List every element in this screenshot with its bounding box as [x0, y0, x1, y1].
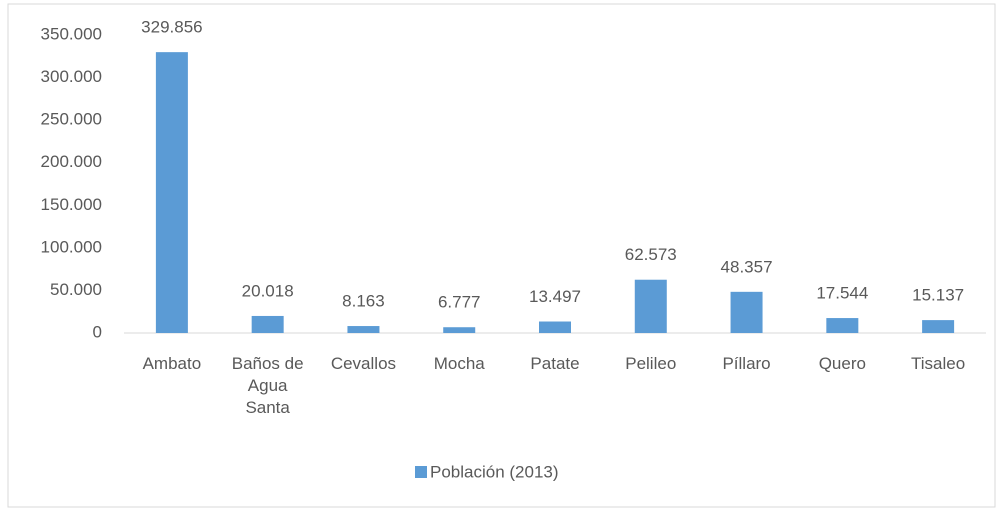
x-tick-label: Patate [530, 354, 580, 373]
bar [443, 327, 476, 333]
x-tick-label: Mocha [433, 354, 485, 373]
y-tick-label: 200.000 [41, 152, 102, 171]
x-tick-label: Ambato [142, 354, 202, 373]
y-tick-label: 350.000 [41, 24, 102, 43]
bar [347, 326, 380, 333]
x-tick-label-box: Tisaleo [911, 354, 966, 373]
x-tick-label: Tisaleo [911, 354, 966, 373]
x-tick-label: Baños de Agua Santa [231, 354, 304, 417]
y-tick-label: 300.000 [41, 67, 102, 86]
x-tick-label: Píllaro [722, 354, 771, 373]
data-label: 20.018 [242, 281, 294, 300]
x-tick-label-box: Quero [818, 354, 866, 373]
data-label: 17.544 [816, 284, 868, 303]
bar [826, 318, 859, 333]
x-tick-label: Pelileo [625, 354, 677, 373]
data-label: 13.497 [529, 287, 581, 306]
x-tick-label-box: Mocha [433, 354, 485, 373]
x-tick-label-box: Patate [530, 354, 580, 373]
x-tick-label-box: Ambato [142, 354, 202, 373]
bar [922, 320, 955, 333]
legend-swatch [415, 466, 427, 478]
bar [730, 291, 763, 333]
bar [634, 279, 667, 333]
data-label: 62.573 [625, 245, 677, 264]
legend-label: Población (2013) [430, 462, 559, 481]
x-tick-label: Cevallos [330, 354, 397, 373]
data-label: 48.357 [721, 257, 773, 276]
y-tick-label: 0 [93, 322, 102, 341]
y-tick-label: 150.000 [41, 195, 102, 214]
bar [251, 315, 284, 333]
y-tick-label: 100.000 [41, 237, 102, 256]
y-tick-label: 50.000 [50, 280, 102, 299]
bar [155, 52, 188, 333]
data-label: 8.163 [342, 292, 385, 311]
x-tick-label-box: Baños de Agua Santa [231, 354, 304, 417]
data-label: 6.777 [438, 293, 481, 312]
bar [539, 321, 571, 333]
data-label: 15.137 [912, 286, 964, 305]
y-tick-label: 250.000 [41, 110, 102, 129]
x-tick-label-box: Píllaro [722, 354, 771, 373]
data-label: 329.856 [141, 18, 202, 37]
x-tick-label: Quero [818, 354, 866, 373]
x-tick-label-box: Pelileo [625, 354, 677, 373]
x-tick-label-box: Cevallos [330, 354, 397, 373]
